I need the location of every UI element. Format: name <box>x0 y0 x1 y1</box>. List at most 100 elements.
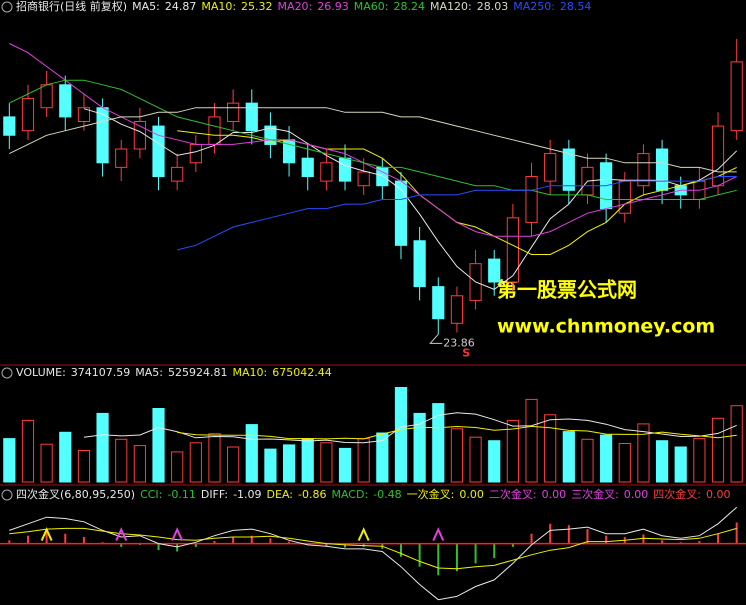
volume-bar <box>544 414 557 483</box>
volume-bar <box>40 443 53 483</box>
volume-ma-line <box>177 425 737 440</box>
min-label: 23.86 <box>443 336 475 349</box>
legend-text: 675042.44 <box>272 366 332 379</box>
legend-text: 0.00 <box>459 488 484 501</box>
ma-line <box>177 176 737 251</box>
legend-text: 28.03 <box>477 0 509 13</box>
signal-marker <box>40 527 53 542</box>
candle-body <box>544 153 557 182</box>
volume-bar <box>189 442 202 483</box>
candle-body <box>338 157 352 182</box>
volume-bar <box>245 424 258 483</box>
indicator-line <box>9 527 737 570</box>
candle-body <box>77 107 91 122</box>
candle-body <box>171 166 184 182</box>
volume-bar <box>581 438 594 483</box>
legend-text: 26.93 <box>317 0 349 13</box>
legend-text: MA10: <box>233 366 268 379</box>
legend-text: MACD: <box>331 488 368 501</box>
volume-bar <box>525 398 538 483</box>
volume-bar <box>711 417 725 483</box>
candle-body <box>3 116 16 136</box>
menu-icon <box>1 367 13 379</box>
candle-body <box>525 176 538 223</box>
volume-bar <box>77 450 91 483</box>
signal-marker <box>115 527 128 542</box>
signal-marker <box>171 527 184 542</box>
volume-bar <box>469 436 482 483</box>
volume-bar <box>655 440 669 483</box>
legend-text: DIFF: <box>201 488 228 501</box>
volume-bar <box>152 408 165 483</box>
candle-body <box>432 286 445 320</box>
legend-text: MA10: <box>201 0 236 13</box>
legend-text: MA20: <box>278 0 313 13</box>
signal-marker <box>432 527 445 542</box>
volume-bar <box>21 419 35 483</box>
legend-text: 374107.59 <box>71 366 131 379</box>
volume-bar <box>394 387 408 483</box>
legend-text: 28.54 <box>560 0 592 13</box>
legend-text: -0.48 <box>373 488 401 501</box>
volume-bar <box>133 445 146 483</box>
volume-bar <box>320 442 333 483</box>
candle-body <box>152 125 165 178</box>
legend-text: MA60: <box>354 0 389 13</box>
legend-text: 二次金叉: <box>489 487 537 501</box>
volume-bar <box>171 451 184 483</box>
candle-body <box>40 84 53 109</box>
volume-bar <box>730 405 743 483</box>
ma-line <box>9 107 737 173</box>
legend-text: MA250: <box>513 0 555 13</box>
signal-marker <box>357 527 370 542</box>
volume-bar <box>450 428 464 483</box>
candle-body <box>488 258 501 283</box>
volume-bar <box>338 447 352 483</box>
volume-bar <box>357 438 370 483</box>
candle-body <box>245 102 258 132</box>
candle-body <box>394 180 408 246</box>
volume-bar <box>264 448 277 483</box>
volume-bar <box>488 440 501 483</box>
volume-bar <box>693 438 706 483</box>
legend-text: 招商银行(日线 前复权) <box>16 0 127 13</box>
volume-bar <box>618 443 631 483</box>
legend-text: 525924.81 <box>168 366 228 379</box>
legend-text: -0.86 <box>298 488 326 501</box>
watermark: 第一股票公式网 <box>497 278 637 302</box>
legend-text: 25.32 <box>241 0 273 13</box>
legend-text: VOLUME: <box>16 366 66 379</box>
legend-text: 0.00 <box>624 488 649 501</box>
candle-body <box>264 125 277 145</box>
ma-line <box>83 108 738 290</box>
candle-body <box>115 148 128 168</box>
ma-line <box>177 130 737 255</box>
candle-body <box>320 162 333 182</box>
volume-ma-line <box>83 412 737 444</box>
volume-bar <box>637 423 650 483</box>
volume-bar <box>301 438 314 483</box>
candle-body <box>21 98 35 132</box>
legend-text: MA120: <box>430 0 472 13</box>
candle-body <box>189 143 202 164</box>
candle-body <box>562 148 575 191</box>
legend-text: -1.09 <box>233 488 261 501</box>
candle-body <box>357 171 370 187</box>
candle-body <box>227 102 240 122</box>
candle-body <box>208 116 221 145</box>
legend-text: 0.00 <box>542 488 567 501</box>
watermark: www.chnmoney.com <box>497 316 715 338</box>
volume-bar <box>96 412 109 483</box>
candle-body <box>450 295 464 324</box>
legend-text: MA5: <box>132 0 160 13</box>
volume-bar <box>432 403 445 483</box>
indicator-line <box>9 506 738 601</box>
legend-text: 28.24 <box>393 0 425 13</box>
ma-line <box>9 79 737 200</box>
volume-bar <box>208 433 221 483</box>
volume-bar <box>115 438 128 483</box>
candle-body <box>655 148 669 191</box>
volume-bar <box>282 444 296 483</box>
volume-bar <box>413 412 426 483</box>
